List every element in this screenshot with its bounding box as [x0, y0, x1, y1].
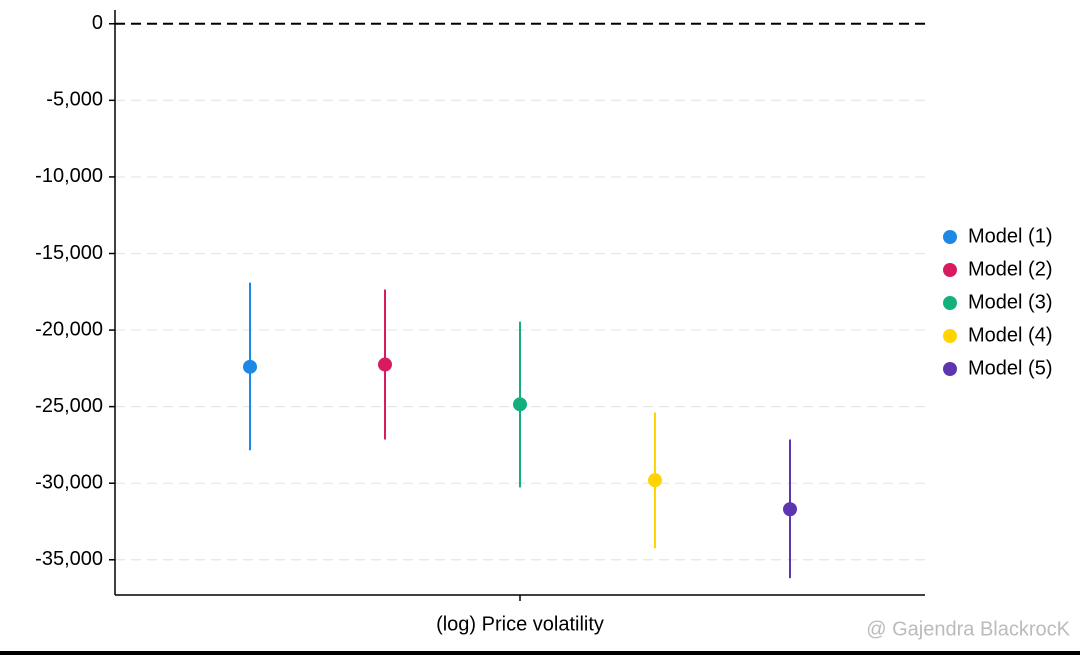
point — [513, 397, 527, 412]
y-tick-label: -35,000 — [35, 548, 103, 570]
legend-marker — [943, 230, 957, 244]
point — [648, 473, 662, 488]
y-tick-label: -15,000 — [35, 242, 103, 264]
legend-label: Model (5) — [968, 357, 1052, 379]
y-tick-label: -30,000 — [35, 471, 103, 493]
legend-marker — [943, 329, 957, 343]
y-tick-label: -20,000 — [35, 318, 103, 340]
y-tick-label: -25,000 — [35, 395, 103, 417]
bottom-bar — [0, 651, 1080, 655]
point — [783, 502, 797, 517]
legend-marker — [943, 296, 957, 310]
x-tick-label: (log) Price volatility — [436, 613, 604, 635]
watermark: @ Gajendra BlackrocK — [866, 618, 1070, 640]
legend-marker — [943, 362, 957, 376]
point — [378, 357, 392, 372]
y-tick-label: -10,000 — [35, 165, 103, 187]
legend-label: Model (3) — [968, 291, 1052, 313]
y-tick-label: -5,000 — [46, 89, 103, 111]
legend-marker — [943, 263, 957, 277]
legend-label: Model (4) — [968, 324, 1052, 346]
y-tick-label: 0 — [92, 12, 103, 34]
point — [243, 359, 257, 374]
legend-label: Model (1) — [968, 225, 1052, 247]
legend-label: Model (2) — [968, 258, 1052, 280]
